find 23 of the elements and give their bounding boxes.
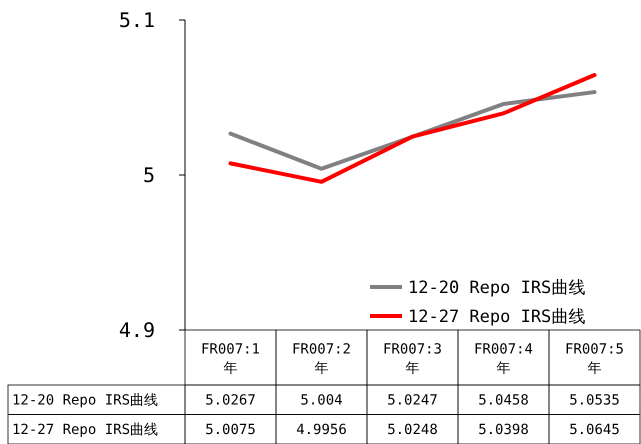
data-label: 5.0248 — [387, 422, 438, 438]
x-tick-label: FR007:3年 — [382, 341, 442, 376]
line-series — [228, 73, 596, 184]
data-label: 5.0267 — [205, 392, 256, 409]
data-label: 4.9956 — [296, 422, 347, 438]
data-label: 5.0458 — [478, 392, 529, 409]
text: 12-27 Repo IRS曲线 — [12, 422, 158, 438]
data-label: 5.0247 — [387, 392, 438, 409]
data-label: 5.0075 — [205, 422, 256, 438]
data-label: 5.0535 — [569, 392, 620, 409]
y-tick-label: 4.9 — [118, 318, 155, 342]
data-label: 5.004 — [300, 392, 343, 409]
legend-label: 12-27 Repo IRS曲线 — [408, 306, 586, 327]
x-tick-label: FR007:5年 — [564, 341, 624, 376]
x-tick-label: FR007:2年 — [292, 341, 352, 376]
x-tick-label: FR007:1年 — [200, 341, 260, 376]
x-tick-label: FR007:4年 — [474, 341, 534, 376]
y-tick-label: 5 — [142, 163, 155, 187]
text: 12-20 Repo IRS曲线 — [12, 392, 158, 409]
data-label: 5.0645 — [569, 422, 620, 438]
legend-label: 12-20 Repo IRS曲线 — [408, 278, 586, 298]
data-label: 5.0398 — [478, 422, 529, 438]
y-tick-label: 5.1 — [118, 8, 155, 32]
